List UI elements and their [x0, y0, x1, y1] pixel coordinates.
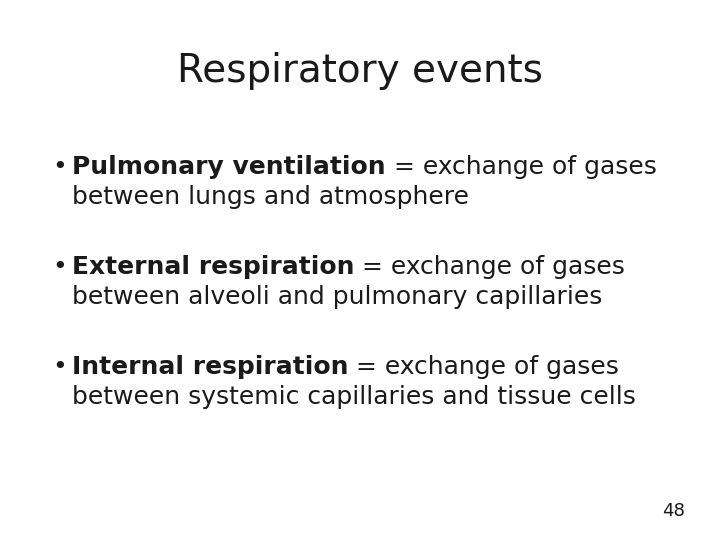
Text: Internal respiration: Internal respiration — [72, 355, 348, 379]
Text: = exchange of gases: = exchange of gases — [348, 355, 619, 379]
Text: = exchange of gases: = exchange of gases — [354, 255, 626, 279]
Text: •: • — [52, 255, 67, 279]
Text: between systemic capillaries and tissue cells: between systemic capillaries and tissue … — [72, 385, 636, 409]
Text: = exchange of gases: = exchange of gases — [386, 155, 657, 179]
Text: 48: 48 — [662, 502, 685, 520]
Text: Respiratory events: Respiratory events — [177, 52, 543, 90]
Text: •: • — [52, 355, 67, 379]
Text: •: • — [52, 155, 67, 179]
Text: between lungs and atmosphere: between lungs and atmosphere — [72, 185, 469, 209]
Text: Pulmonary ventilation: Pulmonary ventilation — [72, 155, 386, 179]
Text: between alveoli and pulmonary capillaries: between alveoli and pulmonary capillarie… — [72, 285, 603, 309]
Text: External respiration: External respiration — [72, 255, 354, 279]
